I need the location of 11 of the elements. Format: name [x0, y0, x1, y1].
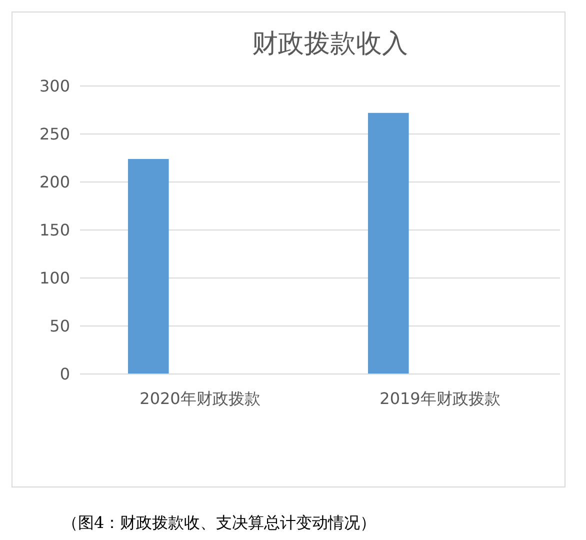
y-tick-label: 200	[39, 172, 70, 192]
chart-title: 财政拨款收入	[252, 29, 408, 59]
x-tick-label: 2020年财政拨款	[140, 389, 260, 408]
y-tick-label: 250	[39, 124, 70, 144]
text: （图4：财政拨款收、支决算总计变动情况）	[62, 513, 376, 532]
y-tick-label: 100	[39, 268, 70, 288]
x-tick-label: 2019年财政拨款	[380, 389, 500, 408]
y-tick-label: 0	[60, 364, 70, 384]
y-tick-label: 150	[39, 220, 70, 240]
y-tick-label: 300	[39, 76, 70, 96]
y-tick-label: 50	[50, 316, 70, 336]
